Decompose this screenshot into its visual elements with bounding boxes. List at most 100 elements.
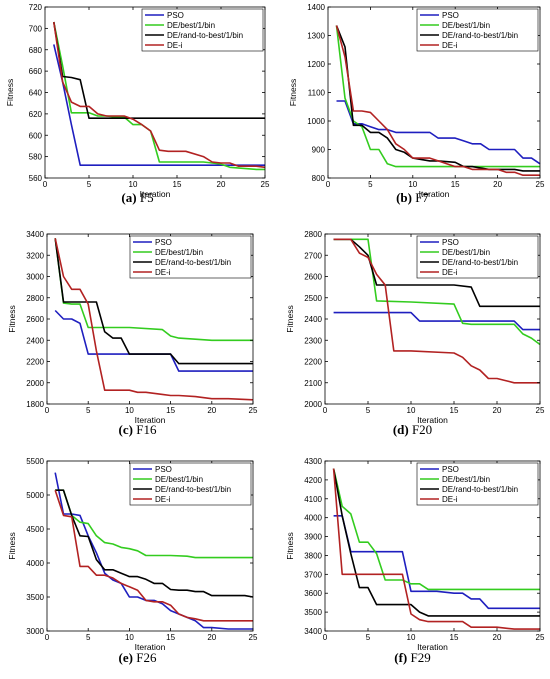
- series-line-PSO: [54, 309, 253, 372]
- chart-panel-4: 0 5 10 15 20 25 2000 2100 2200 2300 2400 2500 2600 27…: [285, 230, 545, 425]
- series-line-PSO: [54, 472, 253, 630]
- series-line-DE/rand-to-best/1/bin: [335, 25, 540, 172]
- series-line-DE/best/1/bin: [333, 238, 541, 346]
- series-line-DE/rand-to-best/1/bin: [332, 468, 540, 617]
- chart-panel-6: 0 5 10 15 20 25 3400 3500 3600 3700 3800 3900 4000 41…: [285, 457, 545, 652]
- x-tick-label: 20: [493, 180, 502, 189]
- y-tick-label: 4100: [304, 495, 322, 504]
- x-tick-label: 10: [408, 180, 417, 189]
- x-axis-label: Iteration: [417, 642, 448, 652]
- legend-label: DE-i: [167, 41, 183, 50]
- y-tick-label: 2400: [304, 315, 322, 324]
- legend-box: [141, 8, 264, 52]
- x-tick-label: 15: [450, 633, 459, 642]
- x-tick-label: 25: [261, 180, 270, 189]
- x-tick-label: 15: [166, 406, 175, 415]
- legend-label: PSO: [155, 465, 172, 474]
- y-tick-label: 2100: [304, 379, 322, 388]
- series-line-PSO: [336, 100, 541, 165]
- x-tick-label: 15: [450, 406, 459, 415]
- y-tick-label: 2200: [304, 358, 322, 367]
- y-tick-label: 3400: [304, 627, 322, 636]
- plot-frame: [46, 460, 254, 632]
- x-tick-label: 5: [366, 406, 371, 415]
- caption-name: F5: [136, 190, 154, 205]
- x-tick-label: 5: [86, 633, 91, 642]
- y-tick-label: 620: [29, 110, 43, 119]
- y-tick-label: 3500: [26, 593, 44, 602]
- legend-label: DE/best/1/bin: [442, 21, 490, 30]
- x-tick-label: 15: [166, 633, 175, 642]
- legend-label: PSO: [167, 11, 184, 20]
- y-tick-label: 3000: [26, 627, 44, 636]
- y-tick-label: 3700: [304, 570, 322, 579]
- y-tick-label: 580: [29, 153, 43, 162]
- legend-label: DE/rand-to-best/1/bin: [155, 258, 231, 267]
- x-tick-label: 25: [536, 406, 545, 415]
- x-tick-label: 0: [45, 633, 50, 642]
- x-tick-label: 5: [86, 406, 91, 415]
- legend-label: DE/rand-to-best/1/bin: [442, 31, 518, 40]
- y-tick-label: 4000: [304, 514, 322, 523]
- caption-letter: (d): [392, 422, 409, 437]
- legend-label: DE/best/1/bin: [155, 248, 203, 257]
- x-tick-label: 10: [129, 180, 138, 189]
- panel-caption: (e) F26: [0, 650, 275, 666]
- x-tick-label: 20: [207, 406, 216, 415]
- y-tick-label: 4000: [26, 559, 44, 568]
- series-line-DE-i: [54, 238, 254, 401]
- x-tick-label: 20: [493, 633, 502, 642]
- x-tick-label: 25: [249, 633, 258, 642]
- x-tick-label: 5: [366, 633, 371, 642]
- y-tick-label: 3400: [26, 230, 44, 239]
- x-tick-label: 0: [326, 180, 331, 189]
- series-line-DE-i: [53, 21, 266, 169]
- x-tick-label: 5: [368, 180, 373, 189]
- y-axis-label: Fitness: [7, 305, 17, 332]
- caption-name: F20: [408, 422, 433, 437]
- series-line-PSO: [333, 515, 540, 610]
- y-tick-label: 2800: [304, 230, 322, 239]
- y-tick-label: 1200: [307, 60, 325, 69]
- legend-box: [129, 462, 252, 506]
- y-tick-label: 2000: [304, 400, 322, 409]
- y-tick-label: 600: [29, 131, 43, 140]
- series-line-DE-i: [333, 238, 540, 384]
- y-tick-label: 700: [29, 24, 43, 33]
- y-tick-label: 2600: [26, 315, 44, 324]
- series-line-DE/best/1/bin: [55, 489, 253, 559]
- legend-label: DE-i: [155, 495, 171, 504]
- x-axis-label: Iteration: [419, 189, 450, 199]
- legend-label: PSO: [442, 238, 459, 247]
- y-tick-label: 2300: [304, 336, 322, 345]
- chart-panel-1: 0 5 10 15 20 25 560 580 600 620 640 660 680 700 720 Ite…: [5, 3, 270, 199]
- panel-caption: (a) F5: [0, 190, 275, 206]
- legend-label: DE/best/1/bin: [155, 475, 203, 484]
- y-tick-label: 3200: [26, 251, 44, 260]
- y-tick-label: 4200: [304, 476, 322, 485]
- legend-label: DE-i: [442, 495, 458, 504]
- x-tick-label: 5: [87, 180, 92, 189]
- y-tick-label: 3600: [304, 589, 322, 598]
- y-axis-label: Fitness: [285, 305, 295, 332]
- y-tick-label: 3800: [304, 551, 322, 560]
- x-tick-label: 10: [125, 633, 134, 642]
- legend-box: [416, 235, 539, 279]
- y-tick-label: 2600: [304, 273, 322, 282]
- y-axis-label: Fitness: [288, 79, 298, 106]
- y-tick-label: 680: [29, 46, 43, 55]
- series-line-DE-i: [335, 25, 540, 176]
- chart-panel-3: 0 5 10 15 20 25 1800 2000 2200 2400 2600 2800 3000 32…: [7, 230, 258, 425]
- y-tick-label: 2700: [304, 251, 322, 260]
- series-line-DE/best/1/bin: [54, 238, 253, 342]
- x-tick-label: 10: [407, 633, 416, 642]
- x-tick-label: 0: [43, 180, 48, 189]
- y-tick-label: 4300: [304, 457, 322, 466]
- x-axis-label: Iteration: [140, 189, 171, 199]
- caption-letter: (a): [121, 190, 137, 205]
- x-tick-label: 25: [536, 180, 545, 189]
- y-tick-label: 1300: [307, 32, 325, 41]
- series-line-DE-i: [54, 489, 253, 622]
- x-tick-label: 25: [249, 406, 258, 415]
- y-tick-label: 2800: [26, 294, 44, 303]
